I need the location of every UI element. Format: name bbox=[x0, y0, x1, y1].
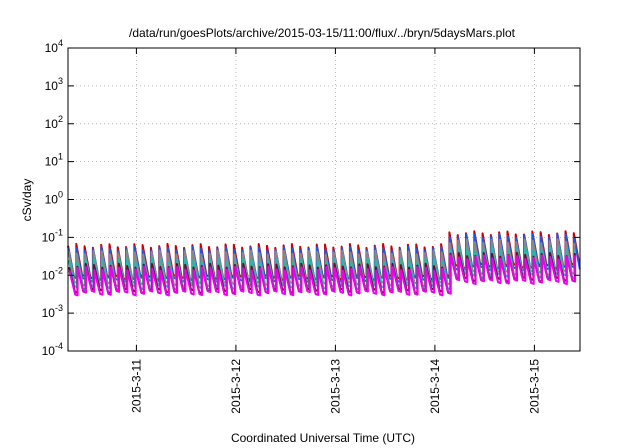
y-axis-label: cSv/day bbox=[20, 179, 34, 222]
y-tick-label: 100 bbox=[45, 190, 63, 207]
y-tick-label: 102 bbox=[45, 114, 63, 131]
x-tick-label: 2015-3-12 bbox=[229, 359, 243, 414]
x-tick-label: 2015-3-15 bbox=[527, 359, 541, 414]
y-tick-label: 104 bbox=[45, 38, 63, 55]
x-axis-ticks: 2015-3-11 2015-3-12 2015-3-13 2015-3-14 2015… bbox=[129, 48, 541, 414]
y-tick-label: 10-1 bbox=[42, 227, 63, 244]
y-tick-label: 10-4 bbox=[42, 341, 63, 358]
y-tick-label: 103 bbox=[45, 76, 63, 93]
y-tick-label: 101 bbox=[45, 152, 63, 169]
series-lines bbox=[67, 230, 581, 297]
y-axis-ticks: 10-4 10-3 10-2 10-1 100 101 102 103 104 bbox=[42, 38, 580, 358]
series-line bbox=[68, 254, 577, 297]
chart-title: /data/run/goesPlots/archive/2015-03-15/1… bbox=[129, 26, 516, 40]
x-tick-label: 2015-3-11 bbox=[129, 359, 143, 413]
x-axis-label: Coordinated Universal Time (UTC) bbox=[231, 431, 415, 445]
x-tick-label: 2015-3-13 bbox=[328, 359, 342, 414]
y-tick-label: 10-3 bbox=[42, 303, 63, 320]
x-tick-label: 2015-3-14 bbox=[428, 359, 442, 414]
grid-lines bbox=[68, 48, 580, 351]
y-tick-label: 10-2 bbox=[42, 265, 63, 282]
